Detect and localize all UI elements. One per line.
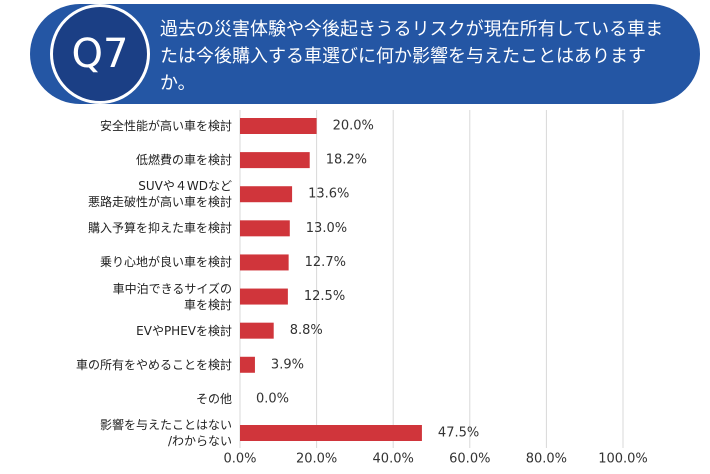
bar [240, 220, 290, 237]
bar [240, 288, 288, 305]
value-label: 13.6% [308, 187, 349, 202]
x-tick-label: 20.0% [296, 452, 337, 467]
bar [240, 322, 274, 339]
question-text: 過去の災害体験や今後起きうるリスクが現在所有している車または今後購入する車選びに… [160, 19, 664, 94]
x-tick-label: 40.0% [373, 452, 414, 467]
bar [240, 356, 255, 373]
x-tick-label: 0.0% [223, 452, 256, 467]
bar [240, 152, 310, 169]
x-tick-label: 80.0% [526, 452, 567, 467]
category-label: 車中泊できるサイズの 車を検討 [112, 281, 232, 312]
category-label: 購入予算を抑えた車を検討 [87, 221, 232, 236]
value-label: 8.8% [290, 323, 323, 338]
category-label: 車の所有をやめることを検討 [75, 357, 232, 372]
bar [240, 186, 293, 203]
value-label: 12.5% [304, 289, 345, 304]
bar [240, 425, 422, 441]
category-label: 影響を与えたことはない /わからない [99, 418, 232, 448]
category-label: その他 [195, 391, 232, 406]
value-label: 47.5% [438, 426, 479, 441]
category-label: 乗り心地が良い車を検討 [99, 255, 232, 270]
category-label: 安全性能が高い車を検討 [99, 119, 232, 133]
x-tick-label: 60.0% [449, 452, 490, 467]
category-label: 低燃費の車を検討 [135, 153, 232, 168]
value-label: 0.0% [256, 391, 289, 406]
value-label: 20.0% [333, 119, 374, 134]
bar [240, 254, 289, 271]
value-label: 13.0% [306, 221, 347, 236]
category-label: SUVや４WDなど 悪路走破性が高い車を検討 [87, 179, 232, 210]
question-badge: Q7 [50, 4, 150, 104]
x-tick-label: 100.0% [598, 452, 648, 467]
bar [240, 118, 317, 134]
value-label: 18.2% [326, 153, 367, 168]
value-label: 3.9% [271, 357, 304, 372]
value-label: 12.7% [305, 255, 346, 270]
category-label: EVやPHEVを検討 [136, 323, 232, 338]
